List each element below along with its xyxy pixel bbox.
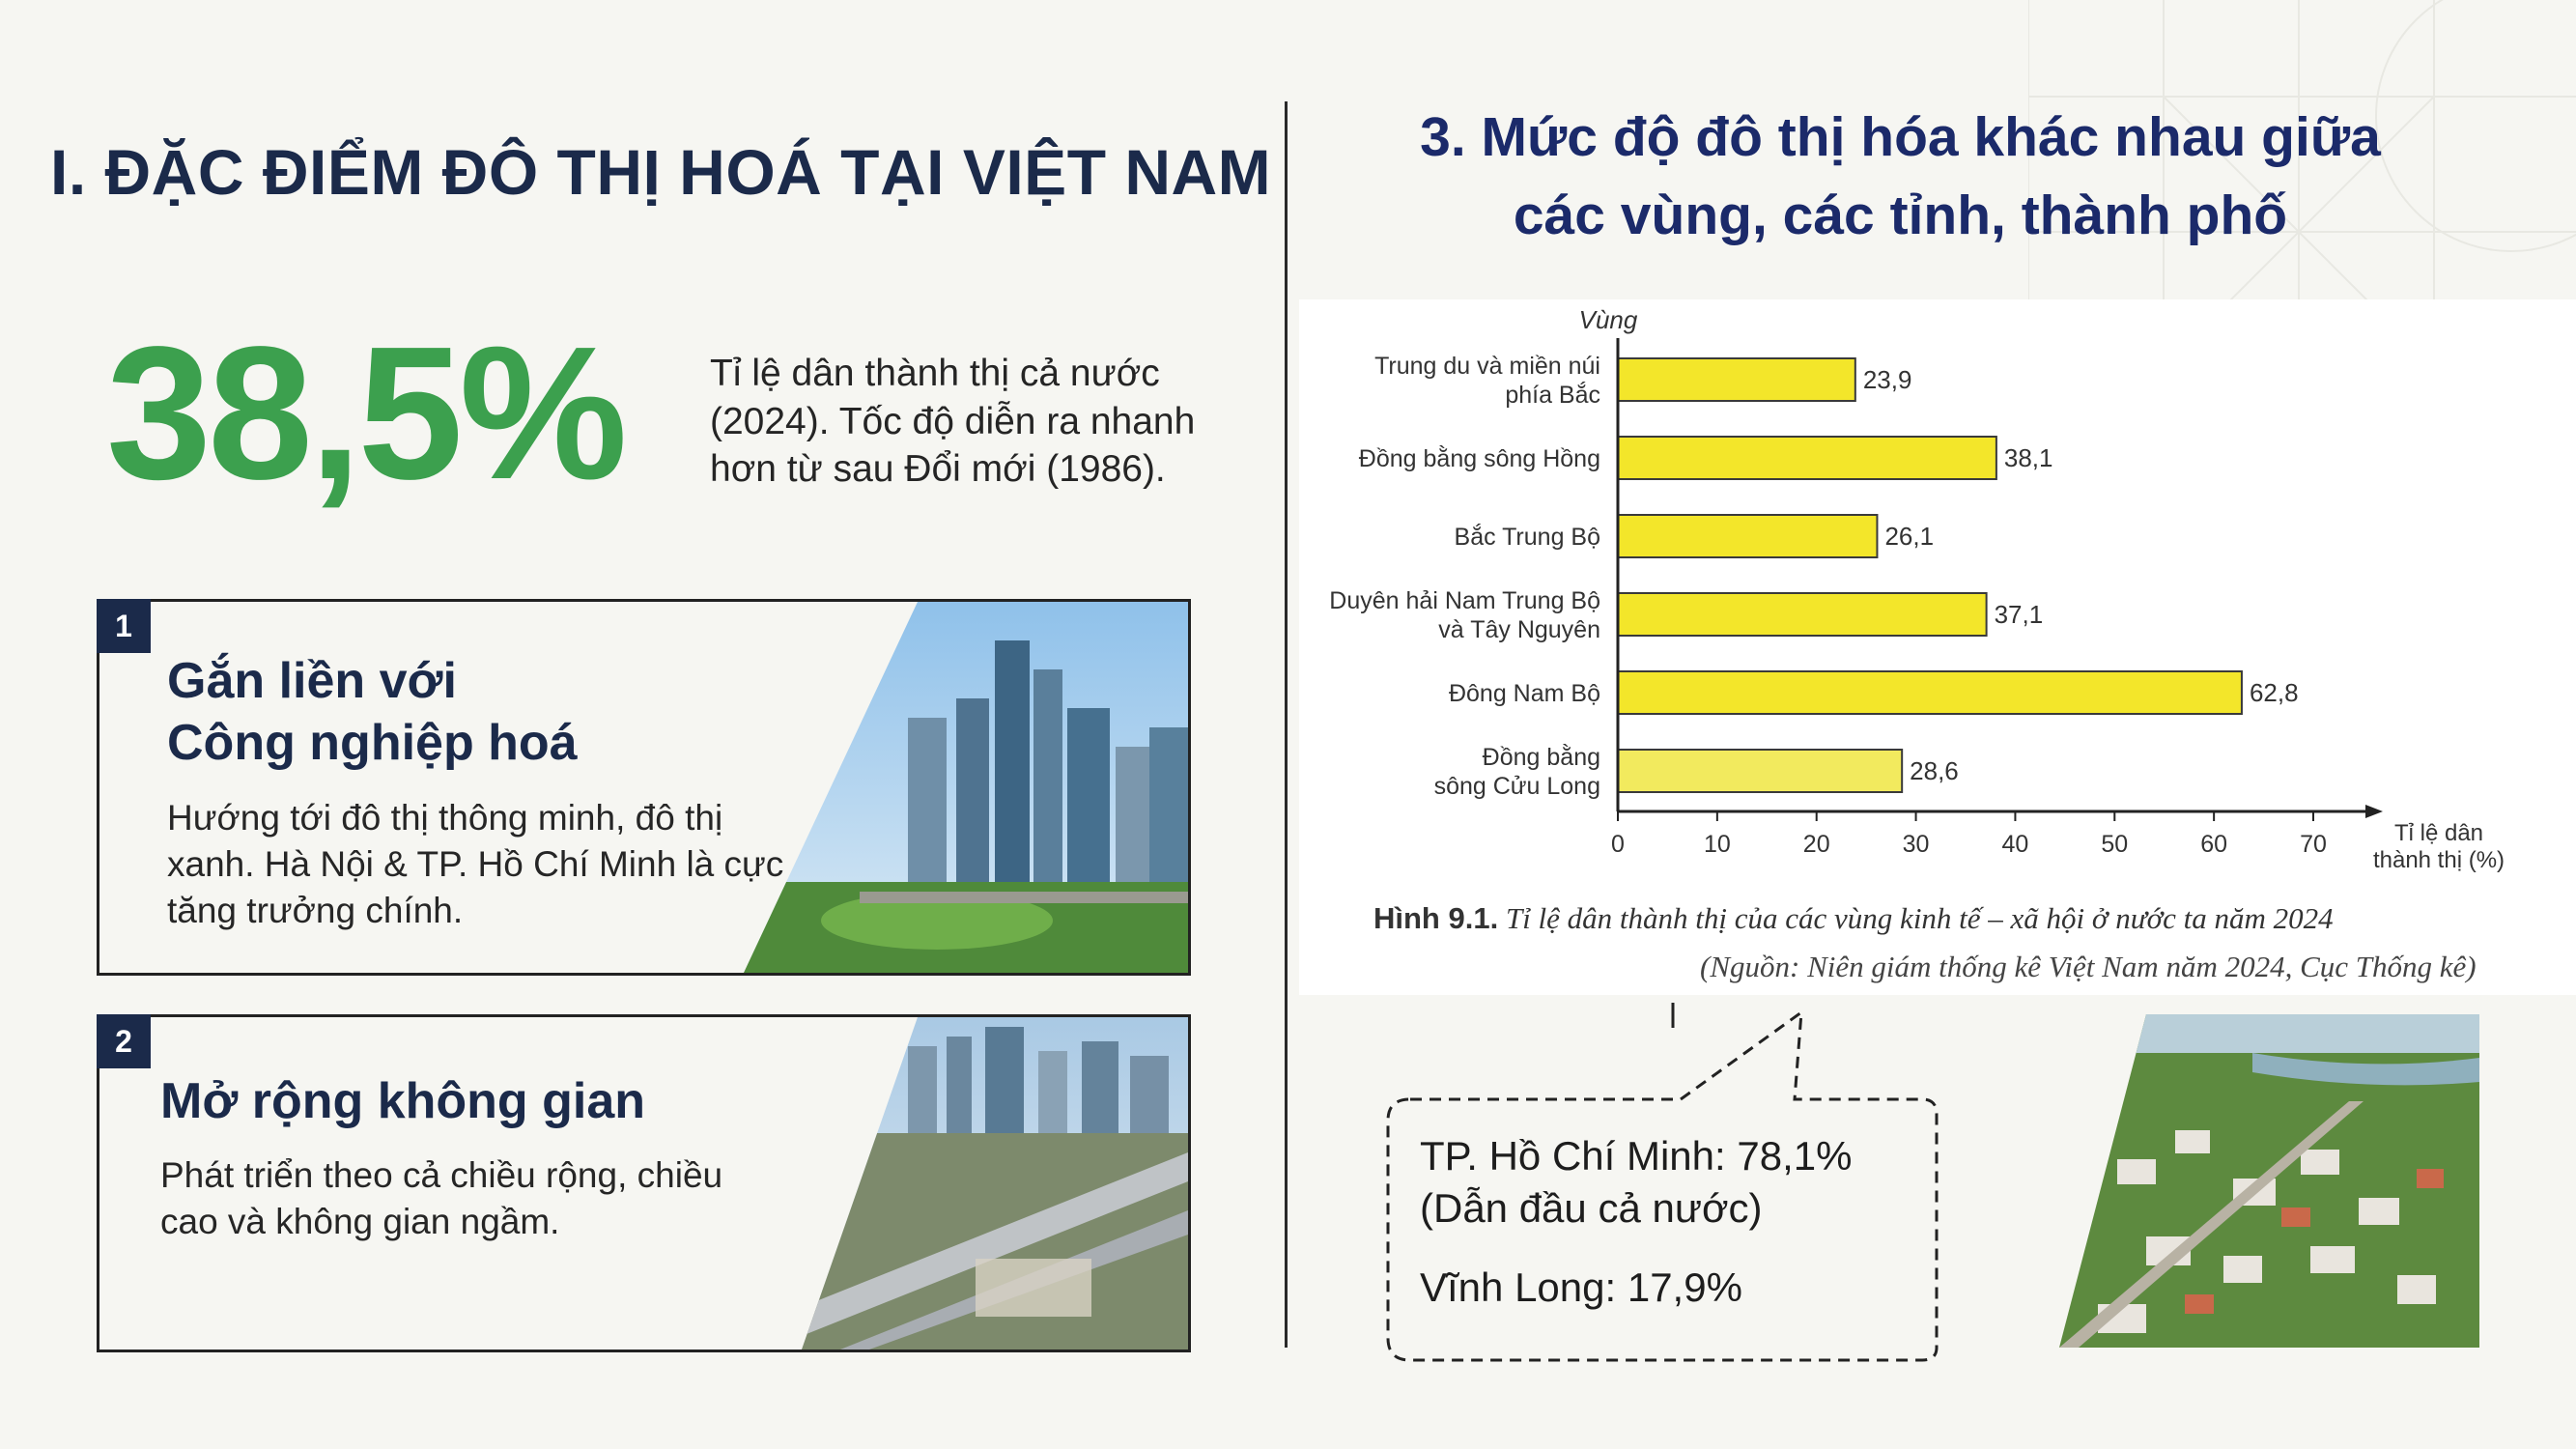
x-tick-label: 30 <box>1903 831 1930 858</box>
stat-description: Tỉ lệ dân thành thị cả nước (2024). Tốc … <box>710 353 1196 491</box>
bar <box>1617 670 2243 715</box>
category-label: Đồng bằng <box>1483 743 1600 771</box>
callout-text: TP. Hồ Chí Minh: 78,1% (Dẫn đầu cả nước)… <box>1420 1130 1852 1313</box>
x-tick-label: 20 <box>1803 831 1830 858</box>
x-axis-arrow <box>2365 805 2383 818</box>
caption-label: Hình 9.1. <box>1373 901 1499 935</box>
x-tick-label: 40 <box>2002 831 2029 858</box>
bar <box>1617 749 1904 793</box>
category-label: Duyên hải Nam Trung Bộ <box>1329 587 1600 614</box>
bar <box>1617 436 1997 480</box>
card-title: Mở rộng không gian <box>160 1073 646 1129</box>
chart-source: (Nguồn: Niên giám thống kê Việt Nam năm … <box>1700 950 2477 983</box>
category-label: Bắc Trung Bộ <box>1455 523 1600 551</box>
x-tick-label: 60 <box>2200 831 2227 858</box>
vertical-divider <box>1285 101 1288 1348</box>
card-industrialization: 1 Gắn liền với Công nghiệp hoá Hướng tới… <box>97 599 1191 976</box>
x-axis-title: Tỉ lệ dân <box>2394 820 2483 846</box>
category-label: và Tây Nguyên <box>1438 616 1600 643</box>
urban-rate-stat: 38,5% <box>106 307 628 519</box>
title-line: các vùng, các tỉnh, thành phố <box>1513 184 2288 246</box>
caption-text: Tỉ lệ dân thành thị của các vùng kinh tế… <box>1505 901 2334 935</box>
y-axis-title: Vùng <box>1579 305 1638 334</box>
category-label: sông Cửu Long <box>1434 773 1600 800</box>
category-label: Đông Nam Bộ <box>1449 680 1600 707</box>
aerial-town-image <box>2059 1014 2479 1348</box>
bar-value-label: 23,9 <box>1863 365 1912 394</box>
x-tick-label: 70 <box>2300 831 2327 858</box>
callout-bubble <box>1386 1003 1939 1362</box>
bar <box>1617 514 1879 558</box>
x-tick-label: 0 <box>1611 831 1625 858</box>
category-label: phía Bắc <box>1505 381 1600 409</box>
bar <box>1617 592 1988 637</box>
callout-line: (Dẫn đầu cả nước) <box>1420 1184 1763 1231</box>
category-label: Đồng bằng sông Hồng <box>1359 444 1600 472</box>
card-title-line: Công nghiệp hoá <box>167 715 578 772</box>
right-section-title: 3. Mức độ đô thị hóa khác nhau giữa các … <box>1299 99 2502 255</box>
bar-value-label: 26,1 <box>1884 522 1934 551</box>
callout-line: TP. Hồ Chí Minh: 78,1% <box>1420 1133 1853 1179</box>
card-title-line: Gắn liền với <box>167 653 457 709</box>
card-title: Gắn liền với Công nghiệp hoá <box>167 650 578 775</box>
callout-line: Vĩnh Long: 17,9% <box>1420 1264 1742 1310</box>
x-tick-label: 50 <box>2101 831 2128 858</box>
bar-value-label: 38,1 <box>2004 443 2053 472</box>
bar-value-label: 28,6 <box>1910 756 1959 785</box>
card-text: Hướng tới đô thị thông minh, đô thị xanh… <box>167 798 784 931</box>
bar-value-label: 37,1 <box>1995 600 2044 629</box>
title-line: 3. Mức độ đô thị hóa khác nhau giữa <box>1420 106 2381 168</box>
chart-caption: Hình 9.1. Tỉ lệ dân thành thị của các vù… <box>1373 901 2334 936</box>
bar <box>1617 357 1856 402</box>
bar-value-label: 62,8 <box>2250 678 2299 707</box>
card-number-badge: 1 <box>97 599 151 653</box>
chart-panel <box>1299 299 2576 995</box>
category-label: Trung du và miền núi <box>1374 353 1600 380</box>
x-tick-label: 10 <box>1704 831 1731 858</box>
x-axis-title: thành thị (%) <box>2373 847 2505 873</box>
card-spatial-expansion: 2 Mở rộng không gian Phát triển theo cả … <box>97 1014 1191 1352</box>
overpass-image <box>802 1017 1188 1350</box>
city-skyline-image <box>744 602 1188 973</box>
card-text: Phát triển theo cả chiều rộng, chiều cao… <box>160 1155 723 1242</box>
section-title: I. ĐẶC ĐIỂM ĐÔ THỊ HOÁ TẠI VIỆT NAM <box>50 136 1272 208</box>
card-number-badge: 2 <box>97 1014 151 1068</box>
